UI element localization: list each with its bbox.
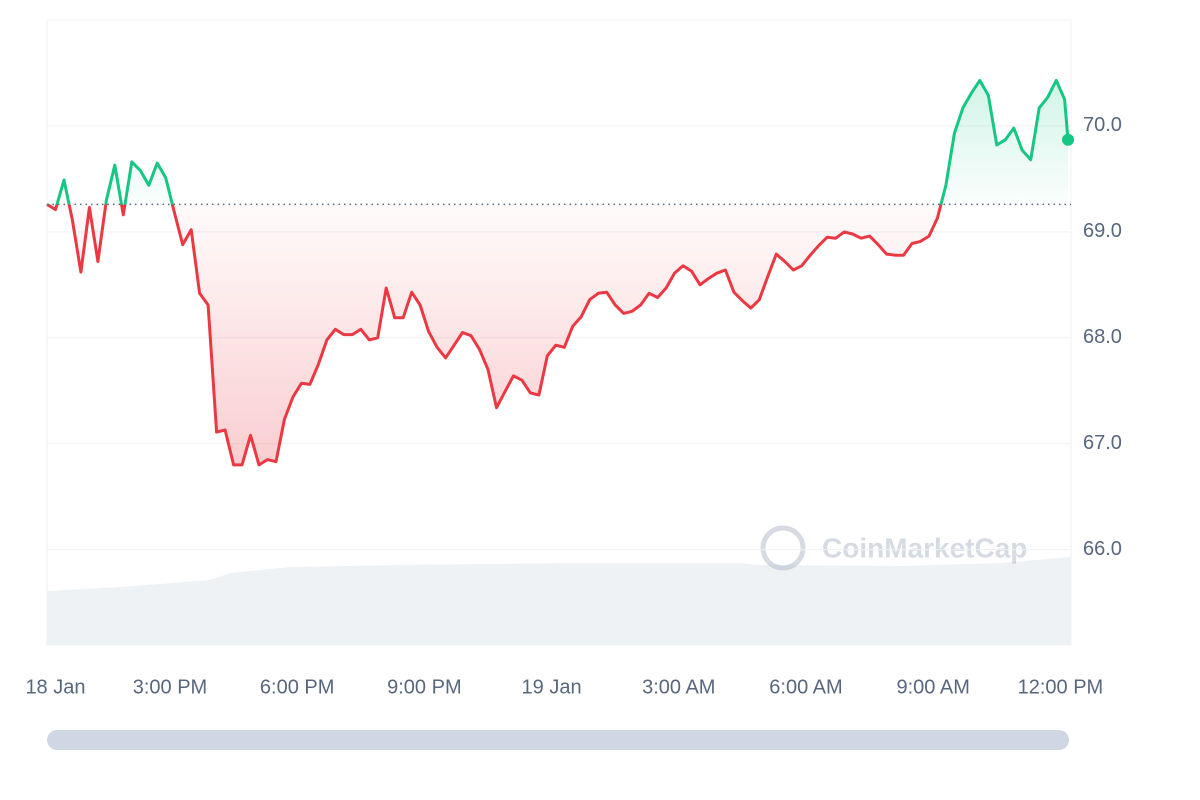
x-tick-label: 9:00 PM (387, 676, 461, 698)
y-tick-label: 69.0 (1083, 220, 1122, 242)
x-tick-label: 6:00 PM (260, 676, 334, 698)
x-tick-label: 3:00 PM (133, 676, 207, 698)
last-price-dot (1062, 133, 1075, 146)
y-tick-label: 66.0 (1083, 538, 1122, 560)
y-tick-label: 67.0 (1083, 432, 1122, 454)
scrollbar[interactable] (47, 730, 1069, 750)
watermark: CoinMarketCap (760, 525, 1027, 571)
x-tick-label: 19 Jan (522, 676, 582, 698)
x-tick-label: 9:00 AM (896, 676, 969, 698)
price-line (46, 78, 1070, 467)
price-area (47, 80, 1068, 465)
y-tick-label: 70.0 (1083, 114, 1122, 136)
x-tick-label: 3:00 AM (642, 676, 715, 698)
x-tick-label: 18 Jan (25, 676, 85, 698)
x-tick-label: 6:00 AM (769, 676, 842, 698)
volume-area (47, 557, 1071, 645)
y-tick-label: 68.0 (1083, 326, 1122, 348)
x-tick-label: 12:00 PM (1018, 676, 1104, 698)
watermark-text: CoinMarketCap (822, 532, 1027, 563)
